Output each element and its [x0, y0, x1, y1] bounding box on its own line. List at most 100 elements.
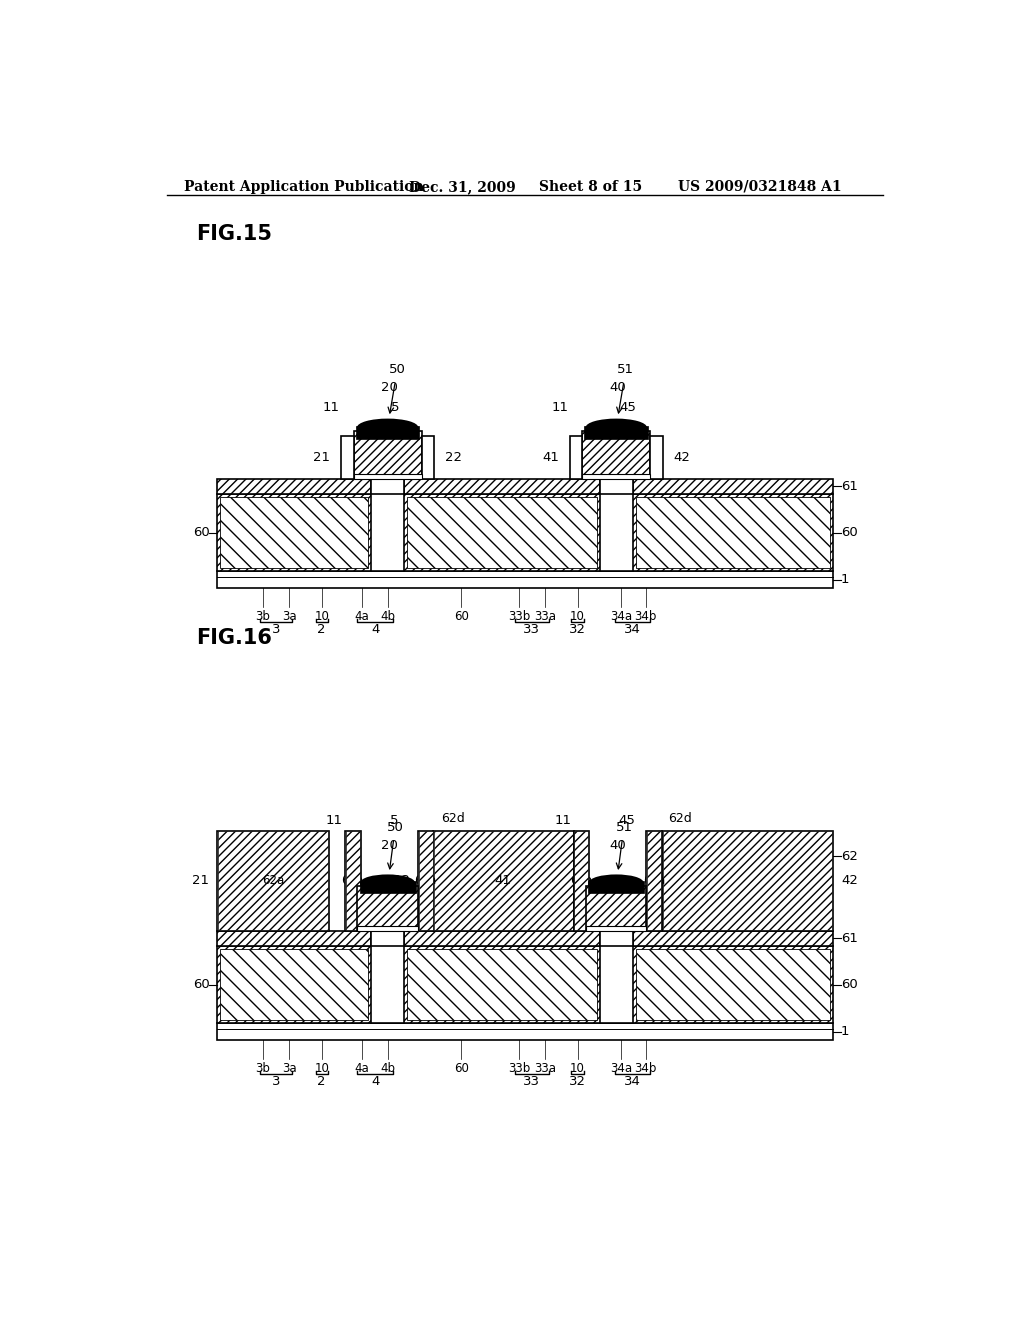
- Bar: [357, 886, 418, 931]
- Text: 62a: 62a: [342, 874, 364, 887]
- Text: 34b: 34b: [635, 1061, 656, 1074]
- Text: 11: 11: [326, 813, 343, 826]
- Text: 42: 42: [841, 874, 858, 887]
- Text: 3b: 3b: [255, 610, 270, 623]
- Text: 34a: 34a: [610, 610, 632, 623]
- Text: 62d: 62d: [669, 812, 692, 825]
- Bar: [220, 498, 369, 568]
- Bar: [407, 498, 597, 568]
- Text: 50: 50: [387, 821, 403, 834]
- Bar: [583, 474, 650, 479]
- Bar: [217, 572, 834, 589]
- Bar: [372, 479, 403, 572]
- Text: 4: 4: [371, 623, 380, 636]
- Bar: [647, 832, 662, 929]
- Bar: [218, 832, 328, 929]
- Bar: [589, 882, 644, 892]
- Text: 20: 20: [381, 840, 397, 853]
- Bar: [372, 479, 403, 494]
- Text: 5: 5: [391, 400, 399, 413]
- Text: 60: 60: [841, 978, 858, 991]
- Text: 51: 51: [615, 821, 633, 834]
- Bar: [585, 425, 648, 438]
- Text: 41: 41: [542, 450, 559, 463]
- Bar: [220, 949, 369, 1020]
- Text: 62d: 62d: [441, 812, 465, 825]
- Text: 21: 21: [313, 450, 331, 463]
- Text: 3b: 3b: [255, 1061, 270, 1074]
- Bar: [663, 832, 833, 929]
- Bar: [217, 479, 834, 494]
- Text: 3: 3: [271, 623, 281, 636]
- Text: 2: 2: [317, 623, 326, 636]
- Bar: [573, 830, 589, 931]
- Text: 34a: 34a: [610, 1061, 632, 1074]
- Text: 11: 11: [323, 400, 340, 413]
- Bar: [600, 479, 633, 572]
- Bar: [600, 479, 633, 494]
- Bar: [600, 931, 633, 946]
- Text: 61: 61: [841, 932, 858, 945]
- Text: 4b: 4b: [380, 1061, 395, 1074]
- Bar: [586, 927, 646, 931]
- Text: Sheet 8 of 15: Sheet 8 of 15: [539, 180, 642, 194]
- Bar: [646, 830, 662, 931]
- Text: 11: 11: [551, 400, 568, 413]
- Text: 40: 40: [609, 381, 626, 395]
- Text: 2: 2: [317, 1076, 326, 1089]
- Text: 60: 60: [454, 610, 469, 623]
- Bar: [636, 949, 830, 1020]
- Bar: [419, 832, 432, 929]
- Text: 10: 10: [314, 610, 329, 623]
- Text: 41: 41: [495, 874, 512, 887]
- Text: 45: 45: [618, 813, 636, 826]
- Bar: [217, 830, 329, 931]
- Text: 33a: 33a: [534, 610, 556, 623]
- Text: 62: 62: [841, 850, 858, 862]
- Text: 11: 11: [554, 813, 571, 826]
- Text: 3: 3: [271, 1076, 281, 1089]
- Text: FIG.16: FIG.16: [197, 628, 272, 648]
- Bar: [353, 430, 422, 479]
- Text: 4: 4: [371, 1076, 380, 1089]
- Text: 34: 34: [624, 623, 641, 636]
- Bar: [662, 830, 834, 931]
- Text: 1: 1: [841, 1026, 850, 1038]
- Bar: [574, 832, 589, 929]
- Text: 33: 33: [523, 623, 541, 636]
- Bar: [346, 832, 359, 929]
- Bar: [418, 830, 433, 931]
- Bar: [372, 931, 403, 1023]
- Text: 45: 45: [620, 400, 636, 413]
- Text: 21: 21: [193, 874, 209, 887]
- Text: 4a: 4a: [354, 610, 370, 623]
- Text: 33a: 33a: [534, 1061, 556, 1074]
- Text: 61: 61: [841, 480, 858, 492]
- Text: 60: 60: [841, 527, 858, 539]
- Text: 40: 40: [609, 840, 626, 853]
- Bar: [422, 436, 434, 479]
- Bar: [650, 436, 663, 479]
- Ellipse shape: [587, 420, 646, 437]
- Text: 33b: 33b: [508, 1061, 530, 1074]
- Bar: [341, 436, 353, 479]
- Bar: [217, 1023, 834, 1040]
- Text: 34: 34: [624, 1076, 641, 1089]
- Bar: [357, 927, 418, 931]
- Text: 51: 51: [617, 363, 634, 376]
- Text: 1: 1: [841, 573, 850, 586]
- Bar: [353, 474, 422, 479]
- Bar: [407, 949, 597, 1020]
- Text: 62a: 62a: [570, 874, 593, 887]
- Text: 4b: 4b: [380, 610, 395, 623]
- Bar: [586, 886, 646, 931]
- Ellipse shape: [590, 875, 643, 891]
- Bar: [569, 436, 583, 479]
- Text: 62a: 62a: [262, 874, 284, 887]
- Text: 33: 33: [523, 1076, 541, 1089]
- Text: 32: 32: [569, 623, 586, 636]
- Text: 10: 10: [314, 1061, 329, 1074]
- Bar: [217, 931, 834, 946]
- Text: US 2009/0321848 A1: US 2009/0321848 A1: [678, 180, 842, 194]
- Bar: [600, 931, 633, 1023]
